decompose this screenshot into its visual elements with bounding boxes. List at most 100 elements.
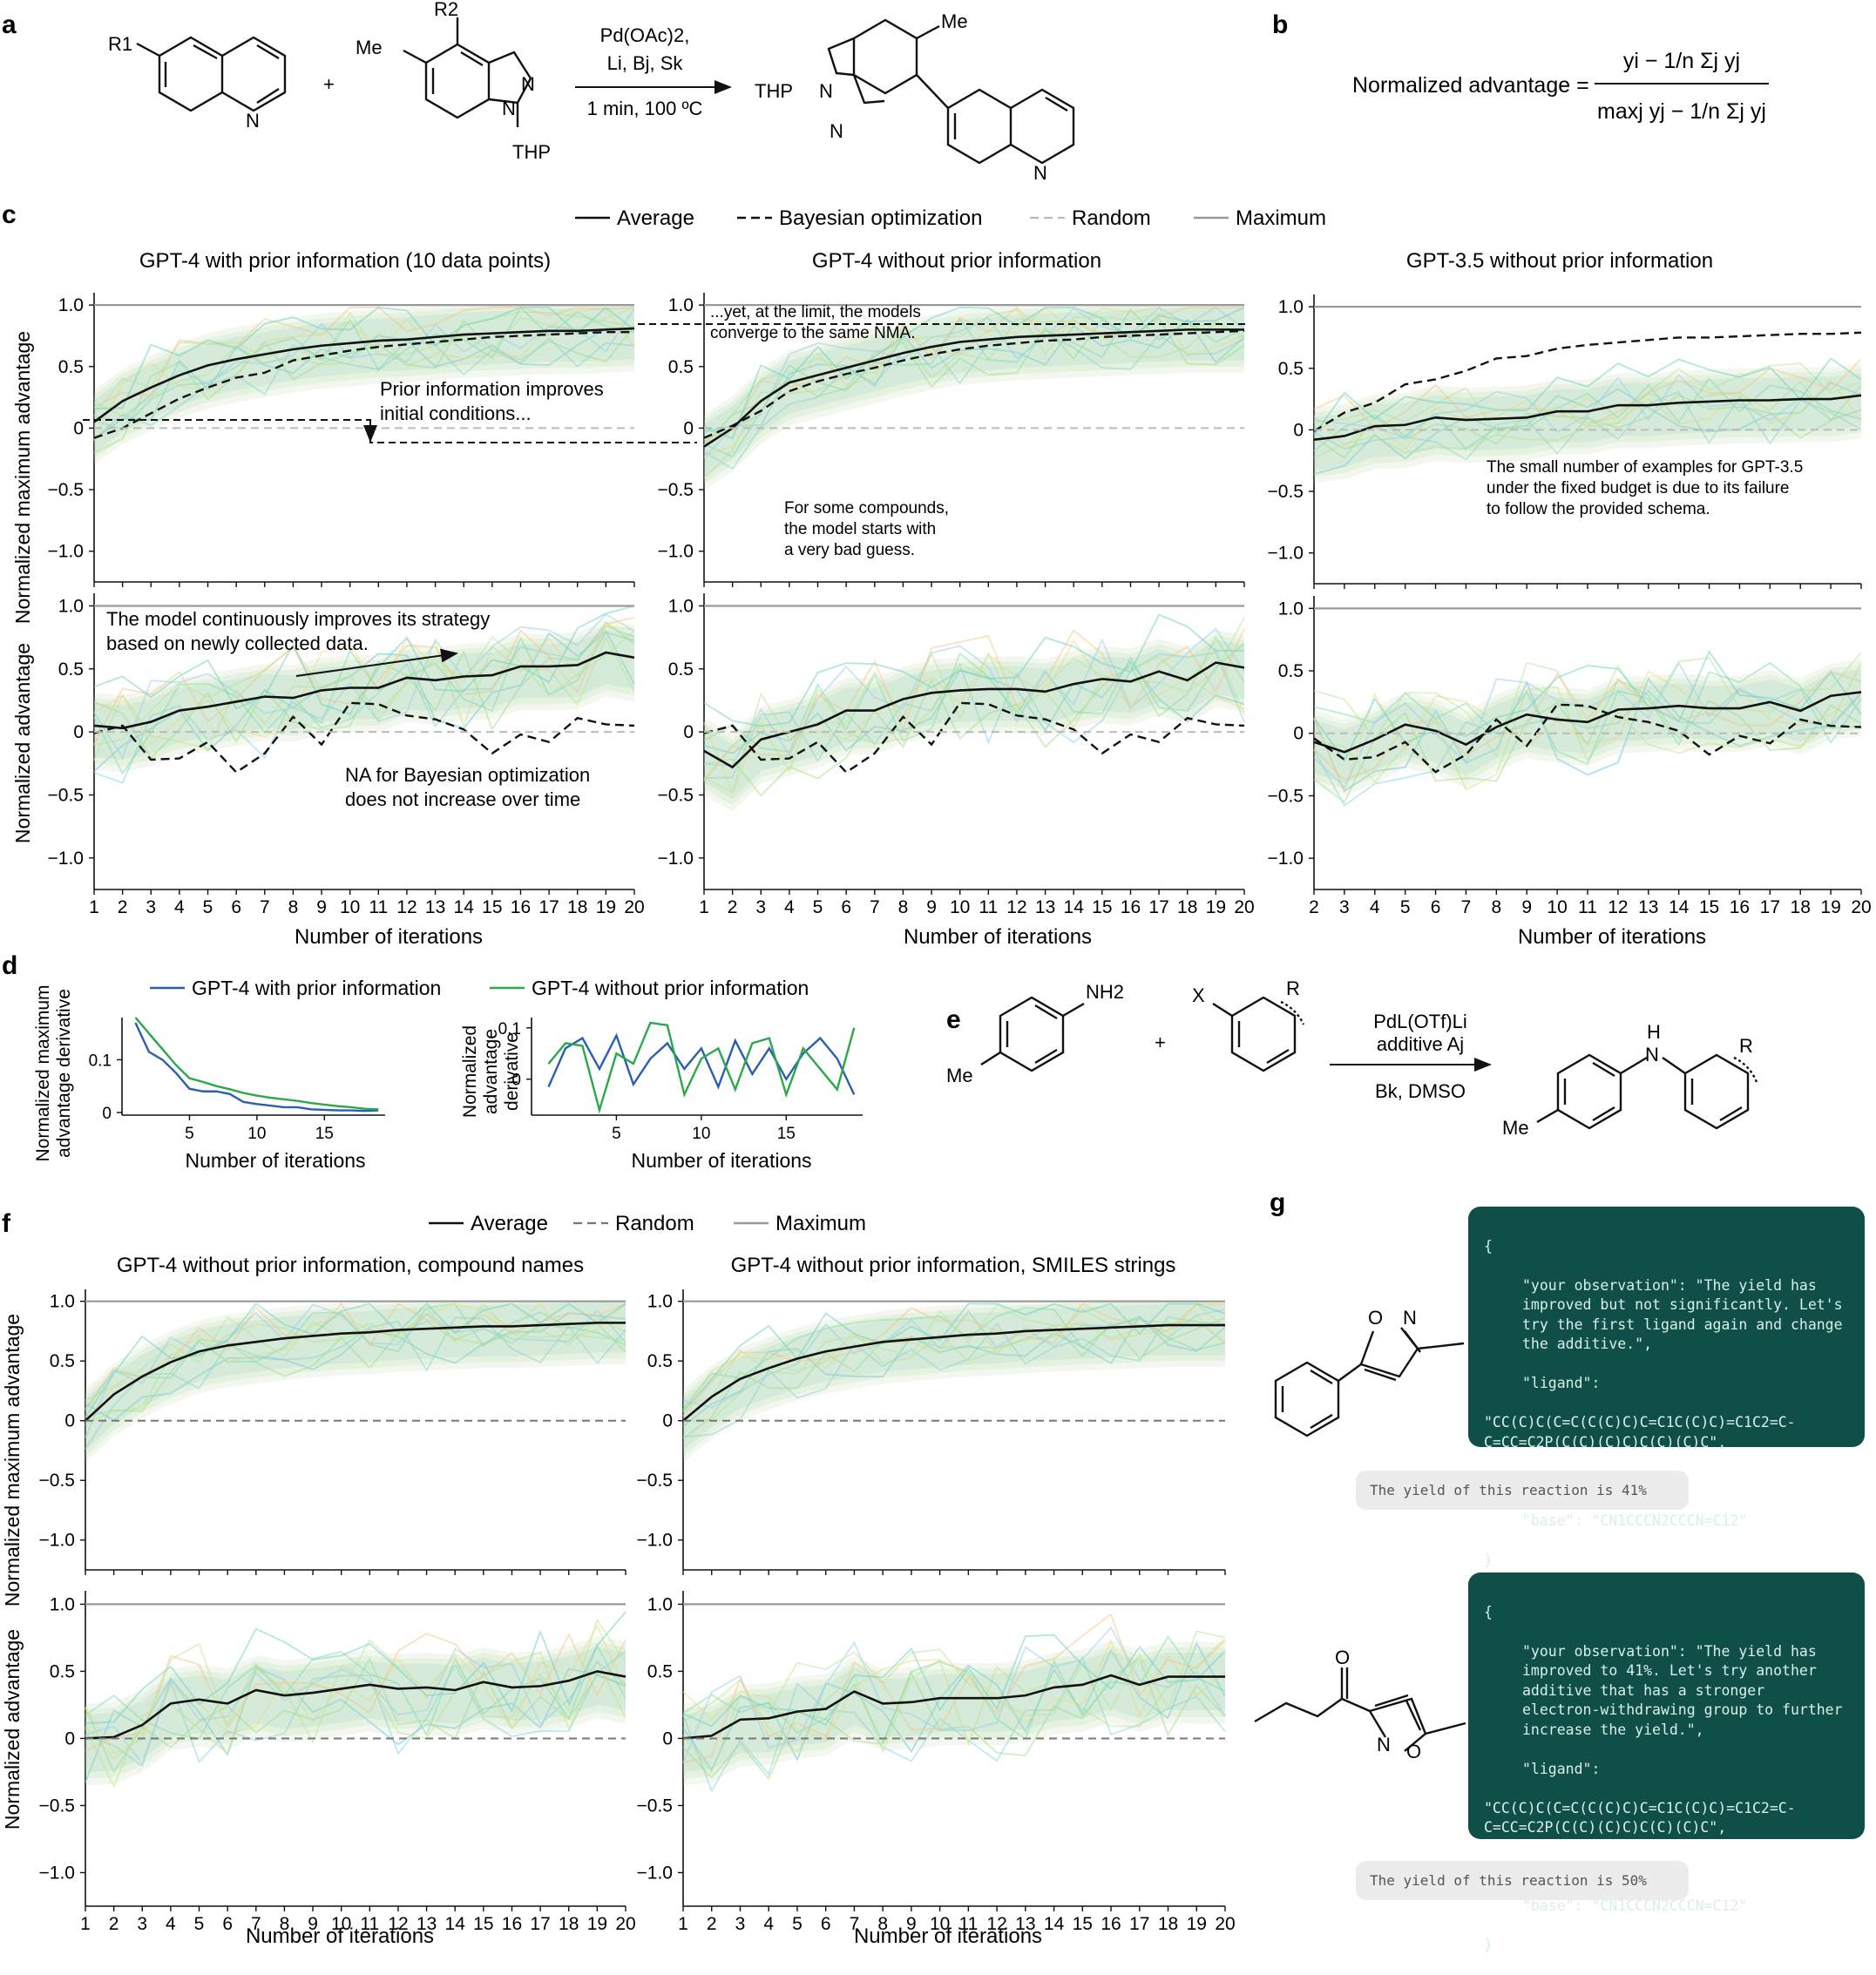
compound-band bbox=[683, 1646, 1225, 1779]
y-tick-label: 0 bbox=[102, 1105, 112, 1123]
ligand-key-1: "ligand": bbox=[1522, 1375, 1601, 1391]
compound-trace bbox=[682, 1308, 1226, 1409]
x-tick-label: 15 bbox=[1092, 897, 1112, 917]
series-average bbox=[85, 1322, 626, 1422]
compound-band bbox=[94, 629, 634, 760]
compound-trace bbox=[682, 1309, 1226, 1412]
compound-band bbox=[1314, 373, 1861, 471]
y-tick-label: −1.0 bbox=[1268, 849, 1304, 869]
conditions-e-2: additive Aj bbox=[1377, 1033, 1464, 1055]
y-tick-label: 1.0 bbox=[50, 1292, 75, 1312]
compound-band bbox=[704, 307, 1244, 477]
compound-trace bbox=[703, 617, 1245, 794]
series-average bbox=[1313, 691, 1862, 754]
y-tick-label: −0.5 bbox=[637, 1796, 673, 1816]
compound-band bbox=[85, 1301, 626, 1451]
x-tick-label: 14 bbox=[1669, 897, 1690, 917]
chart-d-right: 0.1 0 5 10 15 bbox=[498, 1018, 863, 1143]
n-atom-5: N bbox=[830, 120, 843, 142]
panel-d-xlabels: Number of iterations Number of iteration… bbox=[185, 1149, 811, 1172]
x-tick-label: 4 bbox=[784, 897, 795, 917]
r-label-e2: R bbox=[1739, 1035, 1753, 1057]
compound-trace bbox=[682, 1630, 1226, 1774]
compound-band bbox=[1314, 373, 1861, 471]
x-tick-label: 19 bbox=[1206, 897, 1226, 917]
y-tick-label: 0 bbox=[662, 1411, 673, 1431]
nh2-label: NH2 bbox=[1086, 981, 1124, 1003]
ylabel-f-bottom: Normalized advantage bbox=[1, 1629, 24, 1830]
xlabel-d-right: Number of iterations bbox=[631, 1149, 811, 1172]
panel-letter-f: f bbox=[2, 1209, 11, 1238]
chat-response-2: { "your observation": "The yield has imp… bbox=[1468, 1573, 1865, 1953]
compound-band bbox=[704, 634, 1244, 806]
compound-band bbox=[683, 1301, 1225, 1457]
x-tick-label: 8 bbox=[280, 1914, 290, 1934]
formula-numerator: yi − 1/n Σj yj bbox=[1623, 49, 1740, 73]
compound-trace bbox=[682, 1633, 1226, 1728]
compound-band bbox=[1314, 664, 1861, 790]
x-tick-label: 8 bbox=[877, 1914, 888, 1934]
y-tick-label: −0.5 bbox=[1268, 786, 1304, 806]
compound-band bbox=[683, 1646, 1225, 1779]
ligand-value-1: "CC(C)C(C=C(C(C)C)C=C1C(C)C)=C1C2=C-C=CC… bbox=[1484, 1414, 1796, 1451]
compound-trace bbox=[85, 1303, 626, 1438]
panel-a-labels: R1 R2 Me Me THP THP N N N N N N + Pd(OAc… bbox=[108, 0, 1047, 184]
x-tick-label: 16 bbox=[1730, 897, 1750, 917]
compound-trace bbox=[1313, 677, 1862, 793]
x-tick-label: 3 bbox=[137, 1914, 147, 1934]
y-tick-label: −1.0 bbox=[637, 1863, 673, 1883]
series-average bbox=[682, 1674, 1225, 1740]
compound-trace bbox=[93, 306, 635, 409]
panel-g-structure-2 bbox=[1254, 1667, 1466, 1752]
y-tick-label: 1.0 bbox=[50, 1594, 75, 1614]
x-label: X bbox=[1192, 984, 1205, 1006]
x-tick-label: 20 bbox=[1234, 897, 1254, 917]
x-tick-label: 7 bbox=[251, 1914, 261, 1934]
conditions-line-1: Pd(OAc)2, bbox=[600, 24, 690, 46]
y-tick-label: 0 bbox=[1293, 724, 1304, 744]
compound-trace bbox=[1313, 661, 1862, 789]
compound-band bbox=[683, 1301, 1225, 1457]
xlabel-c2: Number of iterations bbox=[904, 925, 1092, 949]
x-tick-label: 1 bbox=[699, 897, 709, 917]
ylabel-d-right-2: advantage bbox=[481, 1029, 501, 1114]
compound-band bbox=[94, 305, 634, 459]
panel-letter-e: e bbox=[946, 1005, 961, 1034]
compound-trace bbox=[85, 1302, 626, 1418]
ligand-key-2: "ligand": bbox=[1522, 1760, 1601, 1777]
compound-band bbox=[85, 1647, 626, 1772]
compound-trace bbox=[1313, 362, 1862, 435]
compound-trace bbox=[1313, 378, 1862, 450]
annot-strategy-1: The model continuously improves its stra… bbox=[106, 608, 490, 630]
compound-band bbox=[94, 625, 634, 767]
x-tick-label: 13 bbox=[1035, 897, 1055, 917]
x-tick-label: 4 bbox=[174, 897, 185, 917]
y-tick-label: −1.0 bbox=[39, 1863, 75, 1883]
y-tick-label: 0 bbox=[511, 1072, 521, 1090]
compound-trace bbox=[682, 1302, 1226, 1413]
x-tick-label: 2 bbox=[118, 897, 128, 917]
ylabel-c-top: Normalized maximum advantage bbox=[11, 331, 34, 624]
compound-trace bbox=[93, 328, 635, 441]
legend-random: Random bbox=[1072, 206, 1151, 230]
x-tick-label: 12 bbox=[1608, 897, 1628, 917]
x-tick-label: 2 bbox=[728, 897, 738, 917]
legend-average: Average bbox=[617, 206, 694, 230]
compound-band bbox=[683, 1301, 1225, 1457]
conditions-e-1: PdL(OTf)Li bbox=[1373, 1011, 1467, 1032]
base-line-2: "base": "CN1CCCN2CCCN=C12" bbox=[1522, 1897, 1748, 1914]
x-tick-label: 17 bbox=[538, 897, 559, 917]
legend-d-prior: GPT-4 with prior information bbox=[192, 977, 441, 999]
chart-c-top-1: 1.0 0.5 0 −0.5 −1.0 bbox=[48, 293, 635, 587]
x-tick-label: 9 bbox=[308, 1914, 318, 1934]
yield-message-2: The yield of this reaction is 50% bbox=[1356, 1861, 1689, 1900]
x-tick-label: 6 bbox=[821, 1914, 831, 1934]
conditions-line-3: 1 min, 100 ºC bbox=[587, 98, 703, 119]
y-tick-label: 1.0 bbox=[647, 1292, 673, 1312]
compound-band bbox=[1314, 664, 1861, 790]
x-tick-label: 15 bbox=[1073, 1914, 1093, 1934]
y-tick-label: 0 bbox=[1293, 420, 1304, 440]
annot-strategy-2: based on newly collected data. bbox=[106, 632, 369, 654]
compound-band bbox=[94, 619, 634, 773]
atom-n-1: N bbox=[1403, 1307, 1417, 1329]
